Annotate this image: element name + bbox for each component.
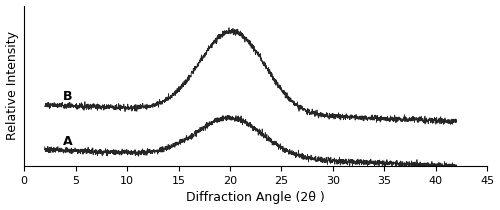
Y-axis label: Relative Intensity: Relative Intensity bbox=[6, 31, 18, 140]
Text: A: A bbox=[63, 135, 73, 148]
X-axis label: Diffraction Angle (2θ ): Diffraction Angle (2θ ) bbox=[186, 192, 325, 205]
Text: B: B bbox=[63, 90, 72, 103]
